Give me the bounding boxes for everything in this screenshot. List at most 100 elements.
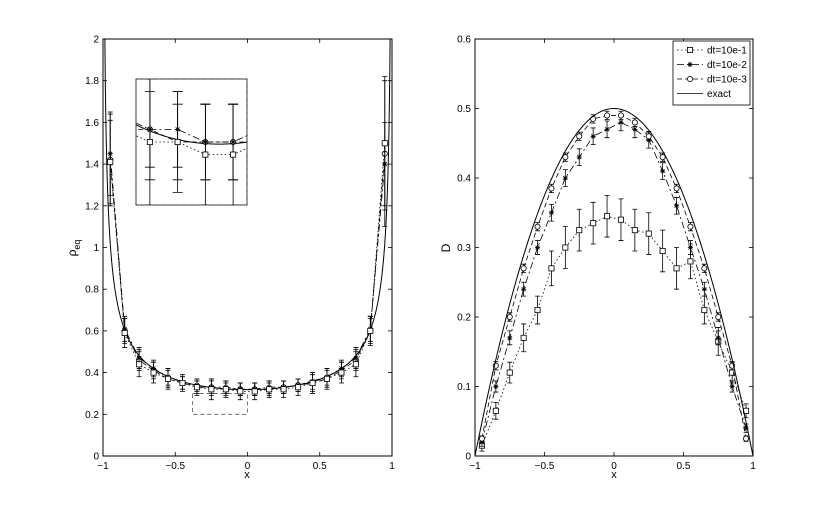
left-y-axis-label-sub: eq: [72, 240, 82, 250]
left-series-3-point: [295, 384, 302, 391]
right-series-3-point: [478, 435, 485, 442]
legend-box: [672, 40, 751, 106]
right-series-1-point: [562, 244, 569, 251]
right-exact-curve: [474, 107, 754, 457]
right-y-tick-label: 0.4: [457, 174, 471, 185]
left-x-tick-label: 0: [245, 461, 251, 472]
right-series-1-point: [520, 334, 527, 341]
left-series-3-point: [266, 386, 273, 393]
right-series-1-point: [617, 216, 624, 223]
right-series-3-point: [631, 119, 638, 126]
legend: dt=10e-1 dt=10e-2 dt=10e-3 exact: [672, 40, 751, 106]
left-x-tick-label: −0.5: [165, 461, 185, 472]
right-y-tick-label: 0.3: [457, 243, 471, 254]
right-series-1-point: [673, 265, 680, 272]
right-panel: −1 −0.5 0 0.5 1 0 0.1 0.2 0.3 0.4 0.5 0.6 x D dt=10…: [439, 35, 756, 482]
left-y-tick-label: 1.8: [85, 76, 99, 87]
legend-label: dt=10e-1: [707, 46, 747, 57]
right-y-tick-label: 0: [465, 452, 471, 463]
inset-series-1-line: [136, 129, 247, 143]
left-y-tick-label: 0.2: [85, 410, 99, 421]
right-series-3-point: [701, 265, 708, 272]
left-y-tick-label: 1: [93, 243, 99, 254]
left-series-3-point: [193, 384, 200, 391]
left-series-3-point: [323, 375, 330, 382]
right-series-1-point: [631, 227, 638, 234]
left-y-tick-label: 0: [93, 452, 99, 463]
left-plot-area: [104, 39, 391, 415]
right-series-2-point: [562, 175, 568, 181]
inset-series-3-point: [230, 151, 237, 158]
legend-swatch-marker: [687, 47, 694, 54]
right-series-3-point: [562, 154, 569, 161]
right-series-2-point: [534, 244, 541, 251]
right-series-3-point: [520, 265, 527, 272]
inset-zoom: [135, 78, 248, 206]
right-series-1-point: [604, 213, 611, 220]
right-plot-area: [474, 107, 754, 457]
legend-item: dt=10e-3: [677, 75, 747, 86]
right-series-3-point: [659, 154, 666, 161]
left-y-tick-label: 0.8: [85, 285, 99, 296]
inset-series-3-point: [146, 138, 153, 145]
right-series-3-line: [481, 115, 747, 439]
left-series-3-point: [121, 329, 128, 336]
right-series-2-point: [479, 439, 485, 445]
right-series-2-point: [590, 133, 596, 139]
left-panel: −1 −0.5 0 0.5 1 0 0.2 0.4 0.6 0.8 1 1.2 1.4 1.6 1.8 2 x…: [65, 35, 395, 482]
inset-series-3-point: [174, 138, 181, 145]
right-series-3-point: [576, 133, 583, 140]
right-y-tick-label: 0.2: [457, 313, 471, 324]
right-series-3-point: [506, 313, 513, 320]
right-series-2-point: [618, 119, 624, 125]
right-x-tick-label: −0.5: [535, 461, 555, 472]
right-y-tick-label: 0.1: [457, 382, 471, 393]
right-x-tick-label: 0.5: [677, 461, 691, 472]
legend-label: dt=10e-3: [707, 75, 747, 86]
left-series-3-point: [237, 388, 244, 395]
inset-frame: [135, 78, 248, 206]
right-series-2-point: [576, 154, 582, 160]
left-y-tick-label: 1.2: [85, 201, 99, 212]
right-series-3-point: [534, 223, 541, 230]
right-series-1-point: [534, 307, 541, 314]
right-series-3-point: [715, 313, 722, 320]
legend-rows: dt=10e-1 dt=10e-2 dt=10e-3 exact: [677, 46, 747, 100]
right-series-2-point: [673, 203, 680, 209]
inset-data-layer: [136, 79, 247, 205]
right-series-2-point: [729, 383, 735, 390]
inset-series-3-line: [136, 135, 247, 155]
right-series-2-point: [701, 286, 707, 292]
legend-label: exact: [707, 89, 731, 100]
legend-item: exact: [677, 89, 731, 100]
right-x-tick-label: 1: [750, 461, 756, 472]
right-series-2-point: [548, 210, 555, 216]
left-data-layer: [104, 39, 391, 401]
right-series-1-point: [506, 369, 513, 376]
zoom-region-box: [192, 393, 248, 415]
left-series-3-point: [165, 375, 172, 382]
right-series-1-point: [590, 220, 597, 227]
left-y-tick-label: 1.4: [85, 160, 99, 171]
left-tick-group: −1 −0.5 0 0.5 1 0 0.2 0.4 0.6 0.8 1 1.2 1.4 1.6 1.8 2: [85, 35, 395, 473]
right-series-2-point: [521, 286, 527, 292]
left-x-tick-label: −1: [97, 461, 109, 472]
inset-series-3-point: [202, 151, 209, 158]
left-y-tick-label: 0.4: [85, 368, 99, 379]
legend-swatch-marker: [687, 76, 694, 83]
right-series-1-point: [548, 265, 555, 272]
left-x-tick-label: 0.5: [313, 461, 327, 472]
left-series-3-point: [280, 386, 287, 393]
left-series-3-point: [367, 327, 374, 334]
left-series-3-point: [150, 369, 157, 376]
right-y-tick-label: 0.5: [457, 104, 471, 115]
left-series-3-point: [309, 380, 316, 387]
left-series-3-point: [251, 388, 258, 395]
right-series-3-point: [590, 115, 597, 122]
left-y-tick-label: 1.6: [85, 118, 99, 129]
right-series-2-point: [604, 126, 610, 132]
left-series-3-point: [208, 386, 215, 393]
right-series-3-point: [617, 112, 624, 119]
right-x-tick-label: −1: [469, 461, 481, 472]
